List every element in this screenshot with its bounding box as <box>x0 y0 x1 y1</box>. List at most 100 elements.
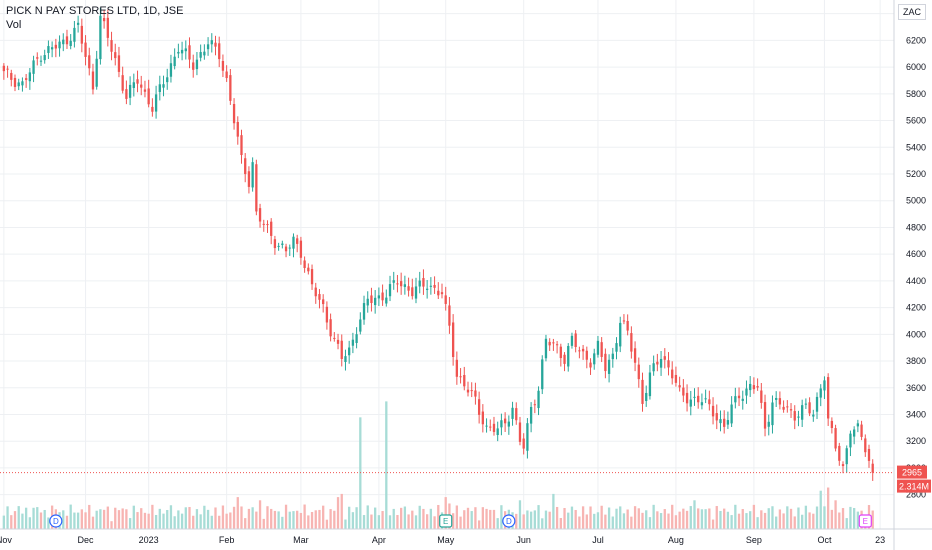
candle-body <box>455 359 459 377</box>
volume-bar <box>704 509 707 529</box>
candle-body <box>195 59 199 70</box>
candle-body <box>522 438 525 449</box>
volume-bar <box>158 508 161 529</box>
volume-bar <box>151 504 154 529</box>
candle-body <box>277 245 280 247</box>
candle-body <box>362 303 366 320</box>
candle-body <box>708 399 711 405</box>
volume-bar <box>95 510 98 529</box>
price-tick-label: 4400 <box>906 276 926 286</box>
volume-bar <box>128 518 132 529</box>
volume-bar <box>310 511 314 529</box>
price-axis[interactable]: 2800300032003400360038004000420044004600… <box>906 9 926 500</box>
volume-bar <box>723 508 726 529</box>
time-tick-label: Nov <box>0 535 12 545</box>
candle-body <box>611 353 614 360</box>
volume-indicator-label[interactable]: Vol <box>6 19 22 31</box>
candle-body <box>333 337 336 339</box>
candle-body <box>102 18 106 22</box>
volume-bar <box>515 513 518 529</box>
volume-bar <box>336 497 340 529</box>
volume-bar <box>169 505 173 529</box>
candle-body <box>474 390 477 397</box>
candle-body <box>140 84 143 88</box>
candle-body <box>143 89 147 92</box>
volume-bar <box>99 509 102 529</box>
volume-bar <box>819 490 822 529</box>
volume-bar <box>671 504 674 529</box>
price-tick-label: 3800 <box>906 356 926 366</box>
volume-bar <box>322 505 325 529</box>
candle-body <box>236 121 239 137</box>
candle-body <box>403 284 407 287</box>
volume-bar <box>407 514 410 529</box>
currency-button[interactable]: ZAC <box>898 4 926 20</box>
candle-body <box>36 57 39 59</box>
price-tick-label: 3200 <box>906 436 926 446</box>
volume-bar <box>711 519 715 529</box>
volume-bar <box>377 515 381 529</box>
marker-label: D <box>53 517 59 526</box>
candle-body <box>258 208 262 222</box>
volume-bar <box>500 505 503 529</box>
candle-body <box>633 348 637 363</box>
time-tick-label: Jun <box>516 535 531 545</box>
volume-bar <box>240 506 243 529</box>
candle-body <box>726 420 730 425</box>
volume-bar <box>102 509 106 529</box>
candle-body <box>377 295 381 299</box>
volume-bar <box>76 512 80 529</box>
candle-body <box>58 41 61 49</box>
candle-body <box>307 267 310 272</box>
volume-bar <box>812 513 815 529</box>
volume-bar <box>229 512 232 529</box>
candle-body <box>793 411 796 421</box>
candle-body <box>819 388 822 398</box>
volume-bar <box>166 510 169 529</box>
candle-body <box>17 82 20 87</box>
volume-bar <box>351 512 355 529</box>
candle-body <box>737 395 741 399</box>
volume-bar <box>362 515 366 529</box>
volume-bar <box>325 519 329 529</box>
volume-bar <box>637 508 640 529</box>
volume-bar <box>466 507 470 529</box>
time-axis[interactable]: Nov Dec 2023 Feb Mar Apr May Jun Jul Aug Sep Oct 23 <box>0 535 885 545</box>
candle-body <box>867 448 871 461</box>
volume-bar <box>444 497 447 529</box>
volume-bar <box>481 507 484 529</box>
candle-body <box>853 429 856 437</box>
volume-bar <box>69 504 72 529</box>
symbol-title[interactable]: PICK N PAY STORES LTD, 1D, JSE <box>6 5 184 17</box>
candle-body <box>292 236 295 249</box>
candle-body <box>128 84 132 98</box>
candle-body <box>503 418 507 424</box>
volume-bar <box>13 511 17 529</box>
volume-bar <box>678 511 681 529</box>
earnings-marker <box>439 514 453 528</box>
volume-bar <box>47 517 50 529</box>
candle-body <box>700 402 704 406</box>
volume-bar <box>555 506 559 529</box>
candle-body <box>466 389 470 393</box>
candle-body <box>559 346 562 359</box>
volume-bar <box>333 510 336 529</box>
candle-body <box>541 359 544 390</box>
candle-body <box>715 413 718 421</box>
candle-body <box>203 51 206 56</box>
volume-bar <box>596 512 600 529</box>
candle-body <box>210 40 213 45</box>
candle-body <box>329 319 332 337</box>
volume-bar <box>518 500 522 529</box>
candle-body <box>511 407 514 419</box>
candle-body <box>184 48 187 52</box>
price-tick-label: 2800 <box>906 490 926 500</box>
last-price-label: 2965 <box>902 468 922 478</box>
candle-body <box>270 221 273 236</box>
volume-bar <box>355 507 358 529</box>
volume-bar <box>763 512 767 529</box>
volume-bar <box>192 515 195 529</box>
volume-bar <box>236 497 239 529</box>
candle-body <box>763 402 767 429</box>
